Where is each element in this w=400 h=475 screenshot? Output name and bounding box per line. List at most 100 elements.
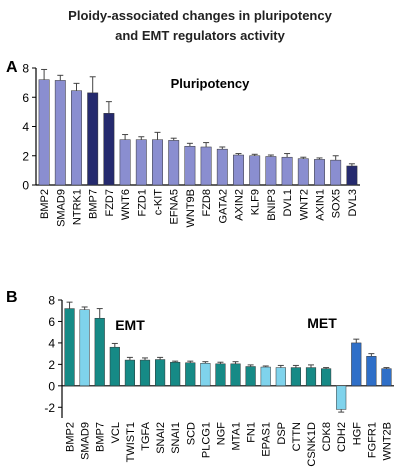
category-label-A: FZD7 [104,189,116,217]
bar-A-efna5 [168,140,180,186]
annotation-pluripotency: Pluripotency [171,76,251,91]
category-label-B: DSP [276,422,288,445]
category-label-A: DVL3 [347,189,359,217]
category-label-B: SCD [185,422,197,445]
category-label-A: SOX5 [331,189,343,218]
category-label-B: TGFA [140,421,152,450]
bar-A-dvl1 [281,156,293,186]
category-label-A: GATA2 [217,189,229,223]
y-tick-label-A: 6 [22,91,29,105]
category-label-B: FN1 [246,422,258,443]
bar-B-ngf [215,363,226,387]
bar-B-scd [185,362,196,387]
bar-A-gata2 [216,148,228,186]
bar-B-twist1 [124,359,135,387]
category-label-A: WNT2 [298,189,310,220]
category-label-B: EPAS1 [261,422,273,457]
y-tick-label-B: 6 [48,315,55,329]
category-label-A: EFNA5 [169,189,181,224]
y-tick-label-B: 2 [48,358,55,372]
category-label-A: c-KIT [153,189,165,216]
bar-A-wnt2 [297,158,309,186]
bar-A-bnip3 [265,156,277,186]
category-label-A: FZD8 [201,189,213,217]
category-label-A: NTRK1 [72,189,84,225]
category-label-B: WNT2B [381,422,393,461]
category-label-B: CTTN [291,422,303,451]
bar-B-vcl [109,346,120,387]
category-label-A: FZD1 [136,189,148,217]
bar-B-csnk1d [305,367,317,387]
bar-B-bmp2 [64,308,75,387]
panel-label-B: B [6,289,18,306]
category-label-A: BNIP3 [266,189,278,221]
bar-B-hgf [351,342,362,387]
category-label-B: CSNK1D [306,422,318,467]
bar-A-bmp2 [38,79,50,186]
figure-title-line-1: Ploidy-associated changes in pluripotenc… [68,8,332,23]
y-tick-label-B: 8 [48,294,55,308]
bar-A-wnt9b [184,145,196,186]
bar-B-wnt2b [381,368,392,387]
category-label-B: SMAD9 [80,422,92,460]
category-label-B: CDK8 [321,422,333,451]
annotation-emt: EMT [115,317,145,333]
bar-B-fn1 [245,366,256,387]
bar-B-plcg1 [200,363,211,387]
bar-B-mta1 [230,363,241,387]
category-label-A: AXIN2 [234,189,246,221]
bar-A-bmp7 [87,92,99,186]
panel-label-A: A [6,59,18,76]
y-tick-label-B: -2 [44,401,55,415]
bar-B-smad9 [79,309,90,387]
category-label-B: TWIST1 [125,422,137,462]
y-tick-label-A: 4 [22,120,29,134]
figure-title-line-2: and EMT regulators activity [115,28,285,43]
bar-B-dsp [275,367,286,387]
bar-A-klf9 [249,155,261,186]
bar-A-fzd7 [103,113,115,186]
y-tick-label-A: 8 [22,62,29,76]
bar-A-c-kit [152,139,163,186]
bar-A-sox5 [330,159,342,186]
bar-B-fgfr1 [366,356,377,387]
bar-B-cdk8 [321,368,332,387]
category-label-B: CDH2 [336,422,348,452]
bar-A-fzd8 [200,146,212,186]
bar-A-axin1 [314,159,325,186]
category-label-B: MTA1 [231,422,243,451]
category-label-B: NGF [215,422,227,446]
bar-B-snai1 [170,361,181,387]
bar-B-cttn [290,367,301,387]
annotation-met: MET [307,315,337,331]
category-label-B: VCL [110,422,122,443]
category-label-B: HGF [351,422,363,446]
bar-B-tgfa [139,359,151,387]
bar-B-cdh2 [336,385,347,410]
bar-A-smad9 [54,80,66,186]
category-label-A: SMAD9 [55,189,67,227]
category-label-B: BMP2 [65,422,77,452]
category-label-B: SNAI1 [170,422,182,454]
y-tick-label-B: 4 [48,336,55,350]
bar-A-axin2 [233,154,244,186]
category-label-B: BMP7 [95,422,107,452]
category-label-A: BMP7 [88,189,100,219]
category-label-A: AXIN1 [315,189,327,221]
bar-B-epas1 [260,366,271,387]
bar-B-snai2 [155,359,166,387]
category-label-B: PLCG1 [200,422,212,458]
category-label-A: WNT9B [185,189,197,228]
y-tick-label-A: 2 [22,149,29,163]
category-label-A: WNT6 [120,189,132,220]
bar-A-dvl3 [346,165,358,186]
category-label-B: FGFR1 [366,422,378,458]
category-label-B: SNAI2 [155,422,167,454]
bar-B-bmp7 [94,317,105,387]
category-label-A: DVL1 [282,189,294,217]
y-tick-label-A: 0 [22,179,29,193]
bar-A-wnt6 [119,139,131,186]
bar-A-ntrk1 [71,90,82,186]
